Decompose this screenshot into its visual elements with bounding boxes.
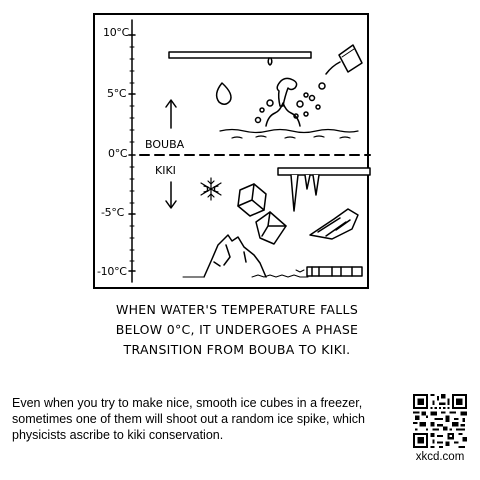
tick-10c: 10°C — [103, 26, 129, 39]
comic-panel — [93, 13, 369, 289]
caption-line-2: BELOW 0°C, IT UNDERGOES A PHASE — [115, 322, 359, 337]
tick-minus-5c: -5°C — [101, 206, 124, 219]
kiki-label: KIKI — [155, 164, 176, 177]
bouba-label: BOUBA — [145, 138, 185, 151]
arrow-up-icon — [165, 99, 177, 129]
caption-line-1: WHEN WATER'S TEMPERATURE FALLS — [115, 302, 359, 317]
pouring-glass-drawing — [303, 44, 363, 117]
ice-cube-drawing — [237, 183, 267, 217]
axis-tick-marks — [128, 34, 136, 272]
ice-slab-drawing — [306, 266, 363, 277]
iceberg-drawing — [203, 234, 267, 278]
tick-minus-10c: -10°C — [97, 265, 127, 278]
water-splash-drawing — [254, 77, 309, 127]
icicle-shelf-drawing — [277, 167, 371, 212]
droplet-drawing — [215, 82, 232, 105]
tick-0c: 0°C — [108, 147, 128, 160]
qr-code-icon[interactable] — [413, 394, 467, 448]
frozen-surface-drawing — [182, 269, 309, 278]
arrow-down-icon — [165, 181, 177, 209]
snowflake-icon — [200, 177, 222, 201]
tick-5c: 5°C — [107, 87, 127, 100]
smooth-shelf-drawing — [168, 51, 312, 66]
ice-cube-drawing-2 — [255, 211, 287, 245]
caption-line-3: TRANSITION FROM BOUBA TO KIKI. — [123, 342, 351, 357]
ice-shard-drawing — [309, 208, 359, 240]
water-surface-drawing — [219, 128, 359, 139]
alt-text: Even when you try to make nice, smooth i… — [12, 396, 365, 442]
site-link[interactable]: xkcd.com — [415, 451, 465, 463]
